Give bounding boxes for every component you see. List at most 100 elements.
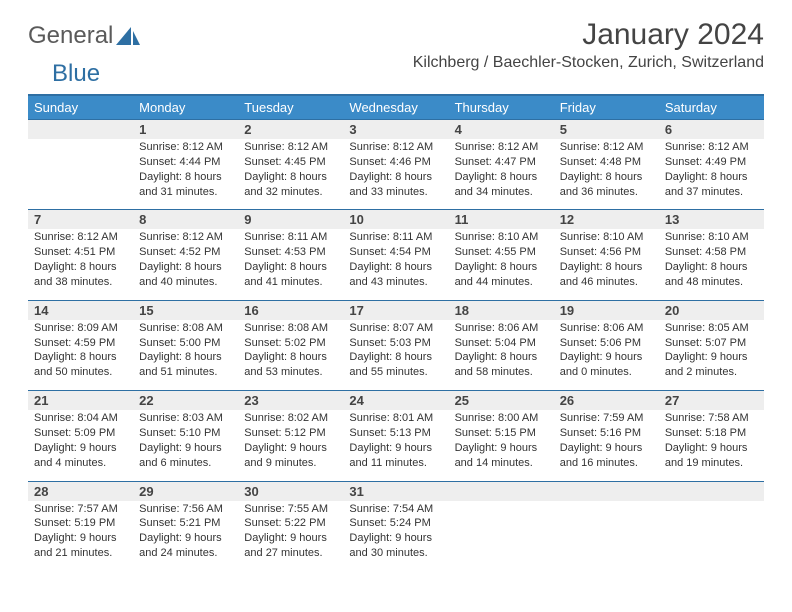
sunrise-text: Sunrise: 8:10 AM <box>665 230 758 245</box>
day-cell: Sunrise: 8:12 AMSunset: 4:51 PMDaylight:… <box>28 229 133 300</box>
day-number: 10 <box>343 210 448 230</box>
sunrise-text: Sunrise: 8:05 AM <box>665 321 758 336</box>
day-cell: Sunrise: 8:12 AMSunset: 4:46 PMDaylight:… <box>343 139 448 210</box>
sunset-text: Sunset: 5:24 PM <box>349 516 442 531</box>
day-number <box>659 481 764 501</box>
day-cell: Sunrise: 8:04 AMSunset: 5:09 PMDaylight:… <box>28 410 133 481</box>
day1-text: Daylight: 9 hours <box>665 441 758 456</box>
sunrise-text: Sunrise: 7:58 AM <box>665 411 758 426</box>
day-cell: Sunrise: 8:12 AMSunset: 4:49 PMDaylight:… <box>659 139 764 210</box>
day2-text: and 11 minutes. <box>349 456 442 471</box>
sunset-text: Sunset: 5:15 PM <box>455 426 548 441</box>
sunset-text: Sunset: 4:56 PM <box>560 245 653 260</box>
sunset-text: Sunset: 4:52 PM <box>139 245 232 260</box>
day2-text: and 53 minutes. <box>244 365 337 380</box>
day2-text: and 43 minutes. <box>349 275 442 290</box>
day2-text: and 9 minutes. <box>244 456 337 471</box>
sunset-text: Sunset: 4:45 PM <box>244 155 337 170</box>
day-number: 29 <box>133 481 238 501</box>
day1-text: Daylight: 8 hours <box>349 260 442 275</box>
day2-text: and 30 minutes. <box>349 546 442 561</box>
day1-text: Daylight: 9 hours <box>244 531 337 546</box>
sunrise-text: Sunrise: 8:02 AM <box>244 411 337 426</box>
day1-text: Daylight: 8 hours <box>560 260 653 275</box>
day2-text: and 2 minutes. <box>665 365 758 380</box>
day2-text: and 51 minutes. <box>139 365 232 380</box>
day1-text: Daylight: 8 hours <box>349 350 442 365</box>
sunrise-text: Sunrise: 8:08 AM <box>139 321 232 336</box>
sunrise-text: Sunrise: 8:06 AM <box>560 321 653 336</box>
day-data-row: Sunrise: 7:57 AMSunset: 5:19 PMDaylight:… <box>28 501 764 571</box>
day-number-row: 28293031 <box>28 481 764 501</box>
day1-text: Daylight: 8 hours <box>455 260 548 275</box>
sunrise-text: Sunrise: 8:11 AM <box>349 230 442 245</box>
day-number: 30 <box>238 481 343 501</box>
day-number: 18 <box>449 300 554 320</box>
day2-text: and 48 minutes. <box>665 275 758 290</box>
sunrise-text: Sunrise: 7:54 AM <box>349 502 442 517</box>
day1-text: Daylight: 8 hours <box>139 350 232 365</box>
sunrise-text: Sunrise: 8:11 AM <box>244 230 337 245</box>
sunset-text: Sunset: 5:07 PM <box>665 336 758 351</box>
day-number-row: 21222324252627 <box>28 391 764 411</box>
sunset-text: Sunset: 4:44 PM <box>139 155 232 170</box>
day-number: 4 <box>449 120 554 140</box>
month-title: January 2024 <box>413 18 764 52</box>
day1-text: Daylight: 8 hours <box>560 170 653 185</box>
day-cell: Sunrise: 8:10 AMSunset: 4:56 PMDaylight:… <box>554 229 659 300</box>
day2-text: and 19 minutes. <box>665 456 758 471</box>
sunrise-text: Sunrise: 8:12 AM <box>665 140 758 155</box>
day-data-row: Sunrise: 8:04 AMSunset: 5:09 PMDaylight:… <box>28 410 764 481</box>
day2-text: and 14 minutes. <box>455 456 548 471</box>
calendar-table: Sunday Monday Tuesday Wednesday Thursday… <box>28 94 764 571</box>
day-cell: Sunrise: 8:07 AMSunset: 5:03 PMDaylight:… <box>343 320 448 391</box>
sunset-text: Sunset: 5:02 PM <box>244 336 337 351</box>
sunrise-text: Sunrise: 8:01 AM <box>349 411 442 426</box>
sunrise-text: Sunrise: 8:00 AM <box>455 411 548 426</box>
day1-text: Daylight: 8 hours <box>34 350 127 365</box>
sunset-text: Sunset: 4:49 PM <box>665 155 758 170</box>
day-number: 15 <box>133 300 238 320</box>
day-cell <box>28 139 133 210</box>
day1-text: Daylight: 8 hours <box>665 260 758 275</box>
day1-text: Daylight: 9 hours <box>139 441 232 456</box>
weekday-header: Thursday <box>449 95 554 120</box>
day-number: 14 <box>28 300 133 320</box>
sunset-text: Sunset: 5:06 PM <box>560 336 653 351</box>
day-cell: Sunrise: 8:11 AMSunset: 4:53 PMDaylight:… <box>238 229 343 300</box>
sunset-text: Sunset: 5:16 PM <box>560 426 653 441</box>
day-number: 24 <box>343 391 448 411</box>
day-number: 21 <box>28 391 133 411</box>
sunrise-text: Sunrise: 8:07 AM <box>349 321 442 336</box>
day-number: 6 <box>659 120 764 140</box>
day-cell: Sunrise: 8:02 AMSunset: 5:12 PMDaylight:… <box>238 410 343 481</box>
sunrise-text: Sunrise: 8:10 AM <box>560 230 653 245</box>
day-cell: Sunrise: 8:10 AMSunset: 4:58 PMDaylight:… <box>659 229 764 300</box>
day2-text: and 21 minutes. <box>34 546 127 561</box>
sunset-text: Sunset: 5:13 PM <box>349 426 442 441</box>
day-number: 13 <box>659 210 764 230</box>
weekday-header: Friday <box>554 95 659 120</box>
day-number: 20 <box>659 300 764 320</box>
calendar-page: General January 2024 Kilchberg / Baechle… <box>0 0 792 571</box>
day-cell: Sunrise: 7:58 AMSunset: 5:18 PMDaylight:… <box>659 410 764 481</box>
sunset-text: Sunset: 5:04 PM <box>455 336 548 351</box>
sunset-text: Sunset: 5:10 PM <box>139 426 232 441</box>
sunset-text: Sunset: 5:09 PM <box>34 426 127 441</box>
day-cell: Sunrise: 8:05 AMSunset: 5:07 PMDaylight:… <box>659 320 764 391</box>
sunset-text: Sunset: 4:55 PM <box>455 245 548 260</box>
day1-text: Daylight: 8 hours <box>349 170 442 185</box>
day-number: 26 <box>554 391 659 411</box>
sunrise-text: Sunrise: 7:57 AM <box>34 502 127 517</box>
day2-text: and 40 minutes. <box>139 275 232 290</box>
day2-text: and 33 minutes. <box>349 185 442 200</box>
day-number: 19 <box>554 300 659 320</box>
day1-text: Daylight: 9 hours <box>349 531 442 546</box>
day-number-row: 14151617181920 <box>28 300 764 320</box>
day1-text: Daylight: 9 hours <box>34 531 127 546</box>
day1-text: Daylight: 9 hours <box>139 531 232 546</box>
day-number: 3 <box>343 120 448 140</box>
day-cell: Sunrise: 8:00 AMSunset: 5:15 PMDaylight:… <box>449 410 554 481</box>
day-data-row: Sunrise: 8:12 AMSunset: 4:51 PMDaylight:… <box>28 229 764 300</box>
day-number: 2 <box>238 120 343 140</box>
